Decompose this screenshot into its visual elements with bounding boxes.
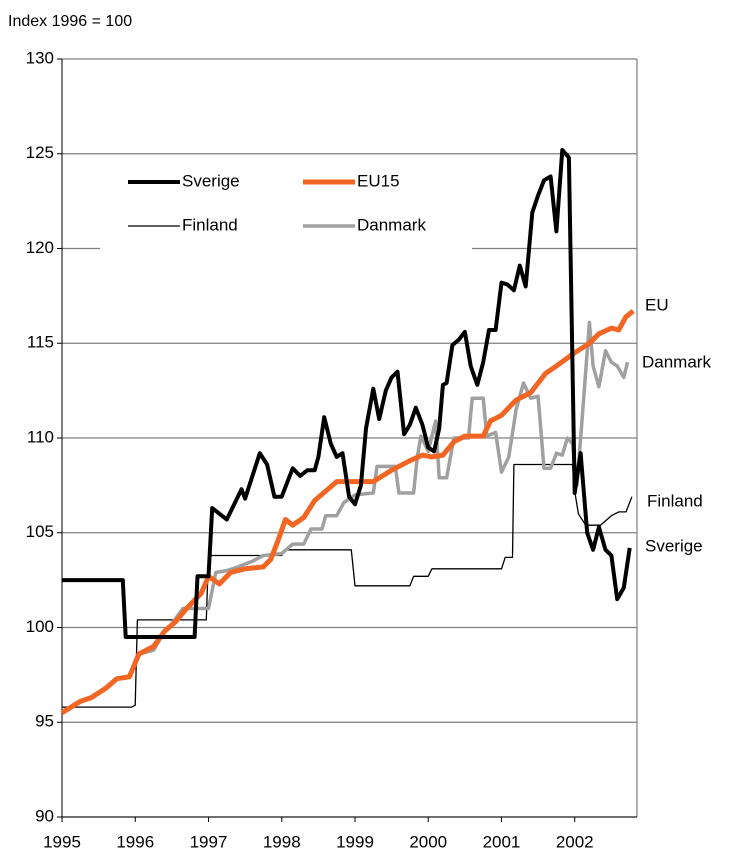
x-tick-label: 1997 — [190, 832, 228, 851]
x-tick-label: 2002 — [556, 832, 594, 851]
legend-box — [100, 160, 472, 252]
y-tick-label: 100 — [26, 617, 54, 636]
annotation: Sverige — [645, 536, 703, 555]
series-line — [62, 463, 633, 708]
annotation: EU — [645, 295, 669, 314]
legend-label: Danmark — [357, 215, 426, 234]
x-tick-label: 2001 — [483, 832, 521, 851]
y-tick-label: 125 — [26, 143, 54, 162]
y-tick-label: 120 — [26, 238, 54, 257]
series-line — [138, 320, 630, 656]
series-line — [60, 309, 635, 715]
y-tick-label: 90 — [35, 806, 54, 825]
y-tick-label: 95 — [35, 712, 54, 731]
x-tick-label: 1995 — [43, 832, 81, 851]
annotation: Finland — [647, 491, 703, 510]
x-tick-label: 1996 — [116, 832, 154, 851]
legend-label: EU15 — [357, 171, 400, 190]
x-tick-label: 2000 — [409, 832, 447, 851]
chart-title: Index 1996 = 100 — [8, 13, 132, 30]
legend-label: Sverige — [182, 171, 240, 190]
legend-label: Finland — [182, 215, 238, 234]
y-tick-label: 130 — [26, 48, 54, 67]
series-line — [62, 148, 632, 639]
x-tick-label: 1998 — [263, 832, 301, 851]
annotation: Danmark — [642, 352, 711, 371]
x-tick-label: 1999 — [336, 832, 374, 851]
y-tick-label: 115 — [27, 333, 54, 352]
y-tick-label: 105 — [26, 522, 54, 541]
y-tick-label: 110 — [27, 427, 54, 446]
